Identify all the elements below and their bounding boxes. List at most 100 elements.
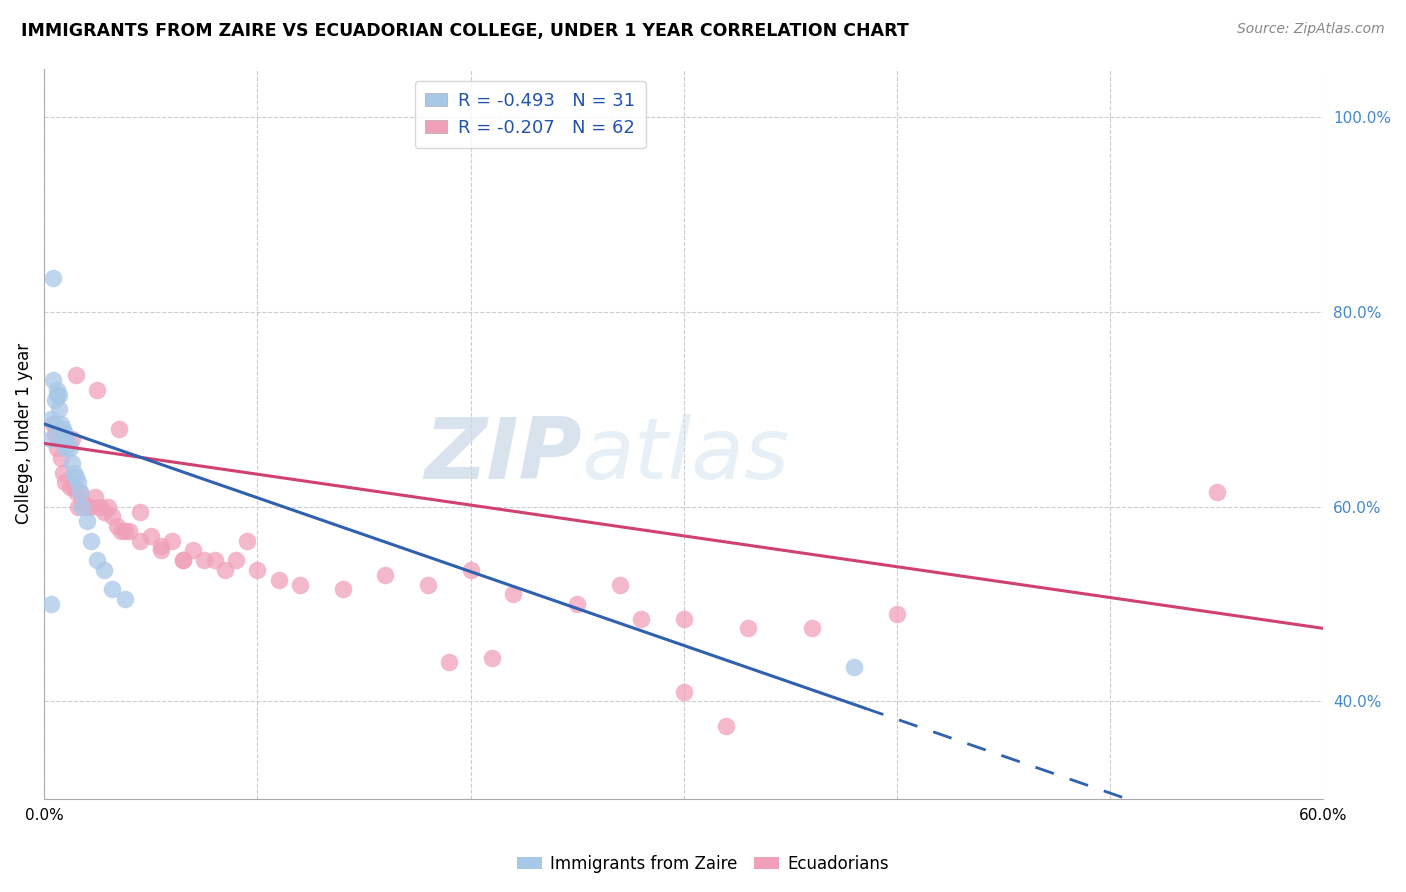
Point bbox=[193, 553, 215, 567]
Point bbox=[672, 612, 695, 626]
Point bbox=[76, 500, 98, 514]
Point bbox=[118, 524, 141, 538]
Point bbox=[481, 650, 503, 665]
Point bbox=[609, 577, 631, 591]
Point bbox=[204, 553, 226, 567]
Point bbox=[72, 500, 94, 514]
Point bbox=[235, 533, 257, 548]
Point bbox=[86, 553, 108, 567]
Text: ZIP: ZIP bbox=[423, 414, 581, 497]
Point bbox=[114, 524, 136, 538]
Point bbox=[97, 500, 120, 514]
Point bbox=[41, 270, 63, 285]
Point bbox=[65, 485, 87, 500]
Point bbox=[55, 442, 77, 456]
Point bbox=[44, 426, 66, 441]
Point bbox=[72, 495, 94, 509]
Point bbox=[139, 529, 162, 543]
Point bbox=[437, 656, 460, 670]
Point bbox=[107, 422, 129, 436]
Point bbox=[332, 582, 354, 597]
Point bbox=[67, 475, 90, 490]
Point bbox=[150, 543, 173, 558]
Point bbox=[39, 412, 62, 426]
Point bbox=[41, 373, 63, 387]
Point bbox=[60, 456, 83, 470]
Point bbox=[45, 387, 67, 401]
Point bbox=[63, 480, 86, 494]
Point bbox=[39, 597, 62, 611]
Point bbox=[52, 432, 75, 446]
Point bbox=[65, 368, 87, 383]
Point bbox=[69, 485, 91, 500]
Point bbox=[183, 543, 205, 558]
Point bbox=[48, 432, 70, 446]
Point bbox=[80, 533, 103, 548]
Point bbox=[246, 563, 269, 577]
Point bbox=[48, 387, 70, 401]
Point bbox=[76, 514, 98, 528]
Point bbox=[460, 563, 482, 577]
Point bbox=[886, 607, 908, 621]
Point bbox=[86, 383, 108, 397]
Point bbox=[60, 432, 83, 446]
Point bbox=[288, 577, 311, 591]
Point bbox=[114, 592, 136, 607]
Legend: Immigrants from Zaire, Ecuadorians: Immigrants from Zaire, Ecuadorians bbox=[510, 848, 896, 880]
Point bbox=[105, 519, 128, 533]
Point bbox=[52, 422, 75, 436]
Point bbox=[129, 533, 152, 548]
Point bbox=[416, 577, 439, 591]
Point bbox=[55, 475, 77, 490]
Point bbox=[44, 392, 66, 407]
Point bbox=[84, 490, 107, 504]
Point bbox=[44, 417, 66, 431]
Point bbox=[160, 533, 183, 548]
Point bbox=[101, 582, 124, 597]
Y-axis label: College, Under 1 year: College, Under 1 year bbox=[15, 343, 32, 524]
Point bbox=[737, 621, 759, 635]
Point bbox=[110, 524, 132, 538]
Point bbox=[800, 621, 823, 635]
Point bbox=[502, 587, 524, 601]
Point bbox=[267, 573, 290, 587]
Text: IMMIGRANTS FROM ZAIRE VS ECUADORIAN COLLEGE, UNDER 1 YEAR CORRELATION CHART: IMMIGRANTS FROM ZAIRE VS ECUADORIAN COLL… bbox=[21, 22, 908, 40]
Point bbox=[51, 450, 73, 465]
Point bbox=[225, 553, 247, 567]
Point bbox=[716, 719, 738, 733]
Text: atlas: atlas bbox=[581, 414, 789, 497]
Point bbox=[39, 432, 62, 446]
Point bbox=[214, 563, 236, 577]
Point bbox=[374, 567, 396, 582]
Point bbox=[55, 426, 77, 441]
Point bbox=[672, 684, 695, 698]
Point bbox=[172, 553, 194, 567]
Point bbox=[172, 553, 194, 567]
Text: Source: ZipAtlas.com: Source: ZipAtlas.com bbox=[1237, 22, 1385, 37]
Point bbox=[89, 500, 111, 514]
Point bbox=[844, 660, 866, 674]
Point bbox=[52, 466, 75, 480]
Point bbox=[41, 417, 63, 431]
Legend: R = -0.493   N = 31, R = -0.207   N = 62: R = -0.493 N = 31, R = -0.207 N = 62 bbox=[415, 81, 645, 148]
Point bbox=[56, 436, 79, 450]
Point bbox=[93, 563, 115, 577]
Point bbox=[1205, 485, 1227, 500]
Point bbox=[93, 504, 115, 518]
Point bbox=[630, 612, 652, 626]
Point bbox=[59, 480, 82, 494]
Point bbox=[63, 466, 86, 480]
Point bbox=[59, 442, 82, 456]
Point bbox=[45, 442, 67, 456]
Point bbox=[67, 500, 90, 514]
Point bbox=[565, 597, 588, 611]
Point bbox=[80, 500, 103, 514]
Point bbox=[51, 417, 73, 431]
Point bbox=[150, 539, 173, 553]
Point bbox=[48, 402, 70, 417]
Point bbox=[69, 485, 91, 500]
Point bbox=[129, 504, 152, 518]
Point bbox=[65, 470, 87, 484]
Point bbox=[45, 383, 67, 397]
Point bbox=[101, 509, 124, 524]
